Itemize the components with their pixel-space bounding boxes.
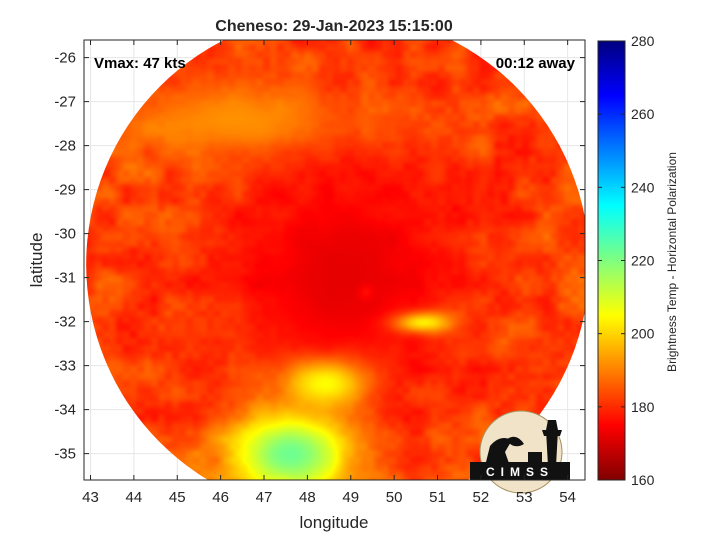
y-axis-label: latitude [27, 233, 46, 288]
colorbar-label: Brightness Temp - Horizontal Polarizatio… [665, 152, 679, 372]
colorbar-tick-label: 180 [631, 399, 655, 415]
x-tick-label: 49 [342, 489, 359, 506]
colorbar-tick-label: 160 [631, 472, 655, 488]
y-tick-label: -32 [54, 314, 76, 331]
y-tick-label: -30 [54, 226, 76, 243]
x-tick-label: 51 [429, 489, 446, 506]
y-axis: -26 -27 -28 -29 -30 -31 -32 -33 -34 -35 [54, 50, 585, 463]
colorbar-tick-label: 220 [631, 253, 655, 269]
y-tick-label: -26 [54, 50, 76, 67]
chart-title: Cheneso: 29-Jan-2023 15:15:00 [215, 18, 453, 35]
colorbar-tick-label: 200 [631, 326, 655, 342]
y-tick-label: -31 [54, 270, 76, 287]
x-tick-label: 47 [256, 489, 273, 506]
colorbar-scale [597, 40, 626, 481]
water-tower-icon [542, 420, 562, 466]
y-tick-label: -33 [54, 358, 76, 375]
logo-text: CIMSS [486, 465, 554, 479]
plot-frame [83, 39, 586, 481]
dish-icon [506, 436, 524, 447]
x-tick-label: 44 [126, 489, 143, 506]
x-tick-label: 45 [169, 489, 186, 506]
x-axis: 43 44 45 46 47 48 49 50 51 52 53 54 [82, 40, 576, 506]
y-tick-label: -27 [54, 94, 76, 111]
x-tick-label: 53 [516, 489, 533, 506]
colorbar-tick-label: 280 [631, 33, 655, 49]
x-tick-label: 46 [212, 489, 229, 506]
cimss-logo: CIMSS [470, 410, 570, 494]
x-tick-label: 48 [299, 489, 316, 506]
time-away-annotation: 00:12 away [496, 55, 576, 72]
satellite-dish-icon [485, 438, 512, 466]
colorbar-ticks: 160 180 200 220 240 260 280 [598, 33, 655, 488]
brightness-temp-swath [86, 40, 585, 480]
y-tick-label: -28 [54, 138, 76, 155]
x-tick-label: 54 [559, 489, 576, 506]
x-tick-label: 43 [82, 489, 99, 506]
y-tick-label: -34 [54, 402, 76, 419]
vmax-annotation: Vmax: 47 kts [94, 55, 186, 72]
x-axis-label: longitude [299, 513, 368, 532]
y-tick-label: -35 [54, 446, 76, 463]
colorbar-tick-label: 260 [631, 106, 655, 122]
swath-layer [86, 40, 585, 480]
x-tick-label: 52 [473, 489, 490, 506]
y-tick-label: -29 [54, 182, 76, 199]
x-tick-label: 50 [386, 489, 403, 506]
colorbar: 160 180 200 220 240 260 280 Brightness Temp - … [597, 33, 679, 488]
colorbar-tick-label: 240 [631, 179, 655, 195]
